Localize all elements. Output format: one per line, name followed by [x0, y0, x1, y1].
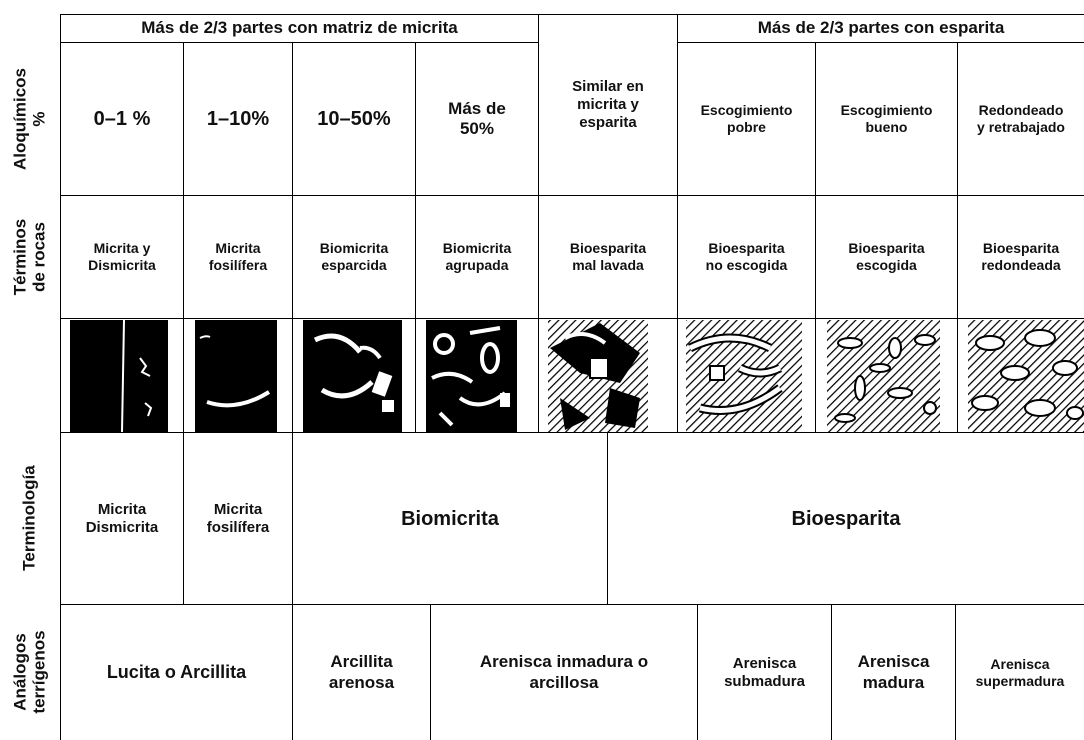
image-agrupada	[426, 320, 517, 432]
row-label: Aloquímicos%	[10, 67, 48, 170]
image-no-escogida	[686, 320, 802, 432]
text-line: agrupada	[445, 257, 509, 273]
text-line: 1–10%	[206, 108, 270, 130]
row-label: Análogos terrígenos	[10, 630, 48, 714]
text-line: Biomicrita	[319, 240, 389, 257]
text-line: Biomicrita	[442, 240, 512, 257]
table-cell: Biomicrita agrupada	[415, 195, 539, 319]
text-line: Terminología	[19, 465, 39, 571]
table-cell: 1–10%	[183, 42, 293, 196]
table-cell: Arcillita arenosa	[292, 604, 431, 740]
text-line: Escogimiento	[840, 102, 933, 119]
text-line: Escogimiento	[700, 102, 793, 119]
text-line: Bioesparita	[569, 240, 647, 257]
text-line: submadura	[724, 672, 805, 690]
table-cell: Bioesparita no escogida	[677, 195, 816, 319]
text-line: y retrabajado	[977, 119, 1065, 135]
table-cell: Biomicrita	[292, 432, 608, 605]
text-line: pobre	[727, 119, 766, 135]
text-line: esparcida	[321, 257, 387, 273]
text-line: 50%	[459, 119, 494, 138]
text-line: 0–1 %	[93, 108, 151, 130]
image-mal-lavada	[548, 320, 648, 432]
table-cell: 10–50%	[292, 42, 416, 196]
text-line: Bioesparita	[982, 240, 1060, 257]
text-line: Arenisca	[857, 652, 930, 672]
table-cell: 0–1 %	[60, 42, 184, 196]
text-line: Dismicrita	[88, 257, 156, 273]
image-escogida	[827, 320, 940, 432]
table-cell: Bioesparita escogida	[815, 195, 958, 319]
text-line: Redondeado	[978, 102, 1064, 119]
table-cell: Más de 50%	[415, 42, 539, 196]
group-header: Más de 2/3 partes con matriz de micrita	[60, 14, 539, 43]
text-line: escogida	[856, 257, 917, 273]
text-line: Términos	[10, 218, 30, 295]
text-line: Aloquímicos	[10, 67, 30, 170]
table-cell: Arenisca inmadura o arcillosa	[430, 604, 698, 740]
text-line: Micrita	[213, 500, 263, 518]
text-line: Bioesparita	[708, 240, 785, 257]
text-line: Bioesparita	[791, 507, 901, 530]
image-esparcida	[303, 320, 402, 432]
text-line: Arcillita	[330, 652, 393, 672]
table-cell: Escogimiento bueno	[815, 42, 958, 196]
text-line: arcillosa	[529, 672, 599, 692]
table-cell: Arenisca submadura	[697, 604, 832, 740]
text-line: de rocas	[29, 221, 48, 292]
text-line: Arenisca	[732, 654, 797, 672]
table-cell: Micrita fosilífera	[183, 432, 293, 605]
text-line: Más de 2/3 partes con esparita	[757, 18, 1005, 38]
table-cell: Redondeado y retrabajado	[957, 42, 1084, 196]
text-line: Dismicrita	[85, 518, 159, 536]
row-label: Términos de rocas	[10, 218, 48, 295]
table-cell: Bioesparita mal lavada	[538, 195, 678, 319]
text-line: Biomicrita	[401, 507, 499, 530]
row-label: Terminología	[19, 465, 40, 571]
table-cell: Arenisca supermadura	[955, 604, 1084, 740]
text-line: %	[29, 110, 48, 127]
table-cell: Micrita fosilífera	[183, 195, 293, 319]
table-cell: Biomicrita esparcida	[292, 195, 416, 319]
text-line: supermadura	[975, 672, 1065, 689]
text-line: fosilífera	[206, 518, 270, 536]
text-line: Bioesparita	[848, 240, 925, 257]
text-line: Más de	[448, 98, 506, 118]
text-line: 10–50%	[317, 108, 391, 130]
text-line: arenosa	[328, 672, 395, 692]
text-line: terrígenos	[29, 630, 48, 714]
text-line: Micrita	[215, 240, 261, 257]
text-line: madura	[862, 672, 925, 692]
image-redondeada	[968, 320, 1084, 432]
text-line: Análogos	[10, 633, 30, 711]
text-line: Lucita o Arcillita	[106, 661, 247, 682]
table-cell: Bioesparita	[607, 432, 1084, 605]
image-fosilifera	[195, 320, 277, 432]
text-line: Arenisca	[990, 655, 1050, 672]
text-line: no escogida	[705, 257, 788, 273]
text-line: micrita y	[577, 96, 639, 113]
text-line: Más de 2/3 partes con matriz de micrita	[141, 18, 458, 38]
text-line: Arenisca inmadura o	[479, 652, 649, 672]
text-line: Micrita y	[93, 240, 151, 257]
text-line: fosilífera	[208, 257, 268, 273]
image-micrita	[70, 319, 168, 432]
table-cell: Similar en micrita y esparita	[538, 14, 678, 196]
text-line: redondeada	[981, 257, 1061, 273]
table-cell: Bioesparita redondeada	[957, 195, 1084, 319]
group-header: Más de 2/3 partes con esparita	[677, 14, 1084, 43]
table-cell: Micrita y Dismicrita	[60, 195, 184, 319]
text-line: Similar en	[572, 78, 644, 95]
table-cell: Micrita Dismicrita	[60, 432, 184, 605]
table-cell: Arenisca madura	[831, 604, 956, 740]
text-line: bueno	[865, 119, 908, 135]
text-line: Micrita	[97, 500, 147, 518]
text-line: mal lavada	[572, 257, 644, 273]
text-line: esparita	[579, 114, 637, 131]
table-cell: Lucita o Arcillita	[60, 604, 293, 740]
table-cell: Escogimiento pobre	[677, 42, 816, 196]
texture-images	[70, 319, 1084, 432]
